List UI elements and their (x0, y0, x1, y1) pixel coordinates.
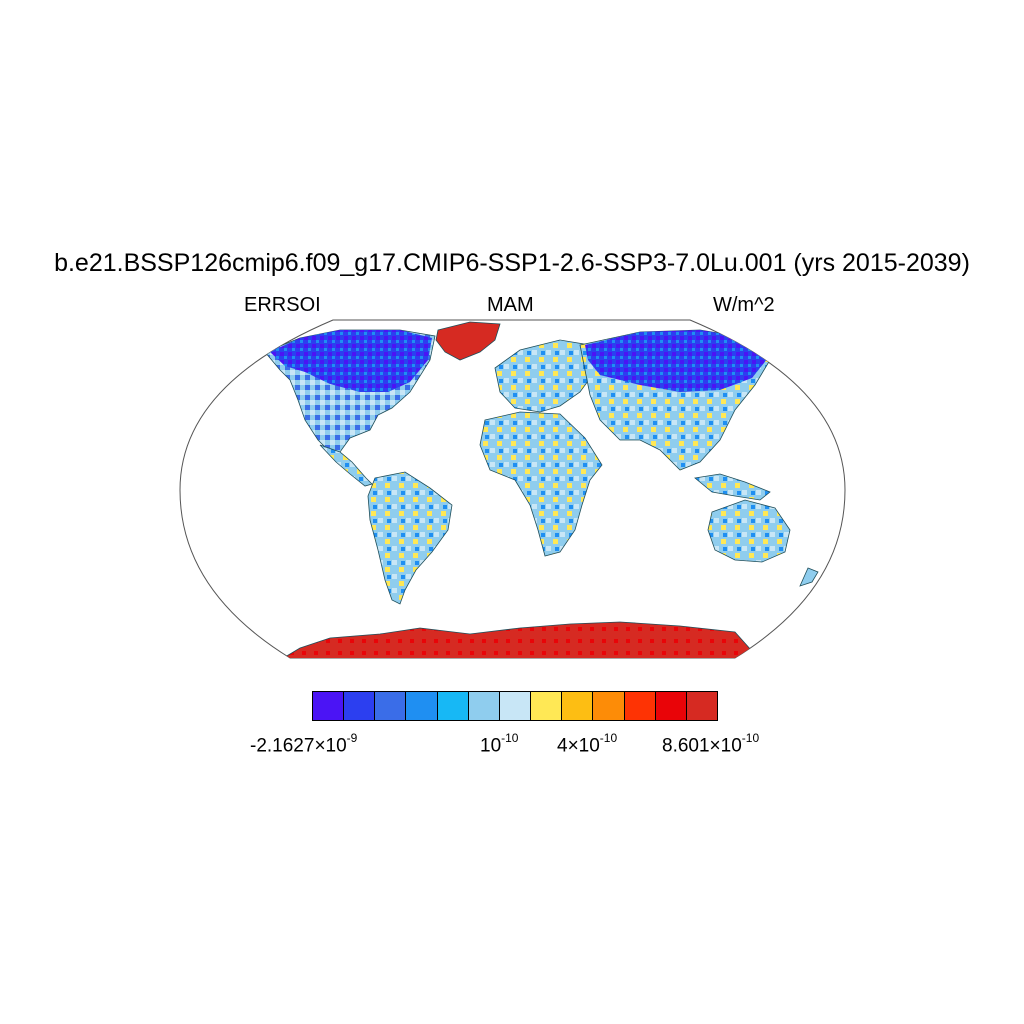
canada-strong-negative (270, 330, 432, 392)
colorbar-swatch-3 (375, 692, 407, 720)
colorbar-swatch-12 (655, 692, 687, 720)
europe-landmass (494, 339, 597, 413)
colorbar-label-max: 8.601×10-10 (662, 731, 760, 757)
colorbar-swatch-1 (313, 692, 345, 720)
new-zealand-landmass (799, 567, 819, 587)
greenland-landmass (435, 321, 501, 361)
colorbar (312, 691, 718, 721)
colorbar-swatch-9 (562, 692, 594, 720)
colorbar-swatch-6 (468, 692, 500, 720)
antarctica-landmass (278, 621, 761, 658)
siberia-strong-negative (585, 330, 768, 392)
colorbar-swatch-2 (344, 692, 376, 720)
south-america-landmass (367, 471, 453, 605)
colorbar-label-1e-10: 10-10 (480, 731, 519, 757)
colorbar-swatch-11 (624, 692, 656, 720)
colorbar-swatch-13 (686, 692, 718, 720)
central-america-landmass (319, 444, 373, 487)
variable-label: ERRSOI (244, 294, 321, 316)
maritime-continent-landmass (694, 473, 771, 501)
map-title: b.e21.BSSP126cmip6.f09_g17.CMIP6-SSP1-2.… (54, 249, 970, 277)
colorbar-swatch-8 (531, 692, 563, 720)
colorbar-swatch-7 (499, 692, 532, 720)
colorbar-swatch-4 (406, 692, 438, 720)
season-label: MAM (487, 294, 534, 316)
colorbar-label-min: -2.1627×10-9 (250, 731, 358, 757)
africa-landmass (479, 411, 603, 557)
colorbar-label-4e-10: 4×10-10 (557, 731, 618, 757)
colorbar-swatch-5 (437, 692, 469, 720)
australia-landmass (707, 499, 791, 563)
units-label: W/m^2 (713, 294, 775, 316)
colorbar-swatch-10 (593, 692, 625, 720)
